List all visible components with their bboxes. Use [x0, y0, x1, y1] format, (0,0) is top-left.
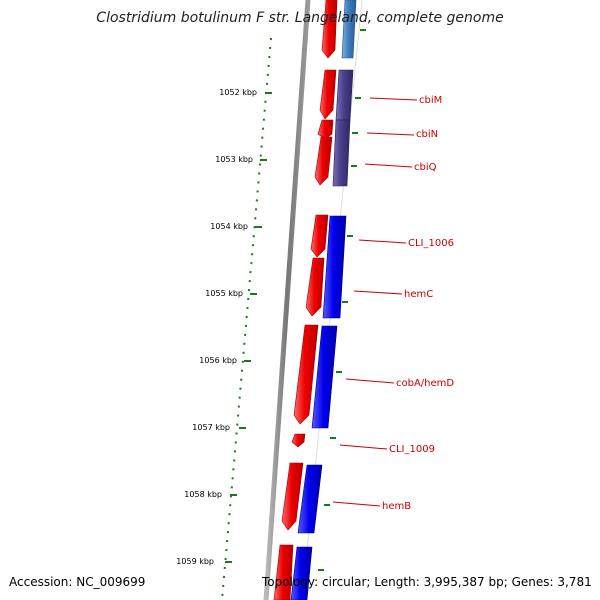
scale-label: 1053 kbp	[215, 155, 253, 164]
genome-summary: Topology: circular; Length: 3,995,387 bp…	[262, 575, 592, 589]
gene-arrow-forward	[293, 324, 319, 425]
gene-label: hemB	[382, 501, 411, 512]
scale-label: 1052 kbp	[219, 88, 257, 97]
length-label: Length:	[374, 575, 420, 589]
gene-label: CLI_1009	[389, 444, 435, 455]
gene-label: cbiM	[419, 95, 442, 106]
gene-arrow-forward	[314, 136, 333, 186]
label-leader	[345, 378, 395, 384]
forward-genes	[273, 0, 338, 600]
label-leaders	[332, 97, 418, 507]
gene-block-reverse	[311, 325, 338, 429]
map-title: Clostridium botulinum F str. Langeland, …	[96, 10, 504, 26]
scale-ticks	[225, 92, 272, 563]
gene-label: hemC	[404, 289, 433, 300]
gene-arrow-forward	[310, 214, 329, 258]
gene-label: CLI_1006	[408, 238, 454, 249]
reverse-genes	[290, 0, 357, 600]
label-leader	[332, 501, 381, 507]
gene-arrow-forward	[273, 544, 294, 600]
scale-dotted-line	[221, 37, 272, 600]
scale-label: 1057 kbp	[192, 423, 230, 432]
gene-block-reverse	[297, 464, 323, 534]
gene-block-reverse	[341, 0, 357, 59]
gene-arrow-forward	[321, 0, 338, 59]
scale-label: 1055 kbp	[205, 289, 243, 298]
genes-value: 3,781	[557, 575, 592, 589]
gene-arrow-forward	[305, 257, 325, 317]
scale-label: 1058 kbp	[184, 490, 222, 499]
scale-label: 1056 kbp	[199, 356, 237, 365]
topology-label: Topology:	[262, 575, 319, 589]
scale-label: 1059 kbp	[176, 557, 214, 566]
label-leader	[339, 444, 388, 450]
gene-block-reverse	[332, 119, 351, 187]
gene-arrow-forward	[317, 119, 334, 140]
gene-label: cobA/hemD	[396, 378, 454, 389]
label-leader	[353, 290, 403, 295]
genome-backbone	[263, 0, 311, 600]
gene-block-reverse	[290, 546, 313, 600]
gene-block-reverse	[335, 69, 354, 121]
length-value: 3,995,387 bp	[423, 575, 504, 589]
gene-arrow-forward	[319, 69, 337, 120]
gene-label: cbiQ	[414, 162, 437, 173]
label-leader	[366, 132, 415, 136]
scale-label: 1054 kbp	[210, 222, 248, 231]
gene-arrow-forward	[291, 433, 306, 448]
accession-info: Accession: NC_009699	[9, 575, 145, 589]
accession-label: Accession:	[9, 575, 73, 589]
gene-label: cbiN	[416, 129, 438, 140]
gene-arrow-forward	[281, 462, 304, 531]
accession-value: NC_009699	[76, 575, 146, 589]
topology-value: circular	[321, 575, 367, 589]
gene-block-reverse	[322, 215, 347, 319]
label-leader	[364, 163, 413, 168]
label-leader	[369, 97, 418, 101]
genes-label: Genes:	[511, 575, 554, 589]
label-leader	[358, 239, 407, 244]
gene-markers	[318, 29, 366, 571]
